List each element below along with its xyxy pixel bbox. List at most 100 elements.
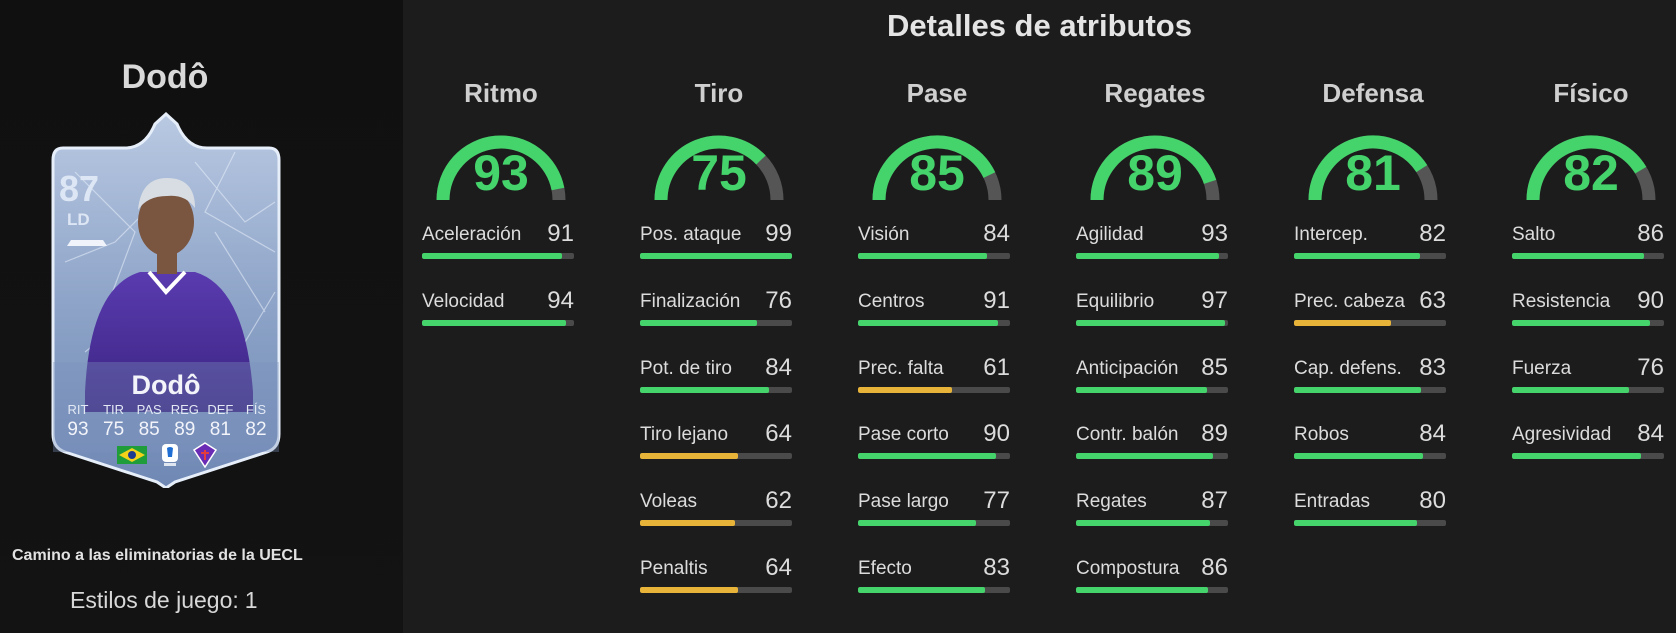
attribute-name: Cap. defens.	[1294, 357, 1402, 379]
attribute-bar-fill	[858, 253, 987, 259]
attribute-bar-fill	[1076, 386, 1207, 393]
attribute-value: 91	[547, 220, 574, 247]
attribute-name: Efecto	[858, 558, 912, 579]
attribute-name: Regates	[1076, 491, 1147, 513]
attribute-bar-fill	[640, 520, 736, 527]
card-rating: 87	[59, 168, 100, 209]
attribute-bar-fill	[1294, 386, 1422, 393]
player-card[interactable]: 87 LD Dodô RIT 93 TIR 75 PAS 85 REG 89 DEF 81…	[45, 112, 287, 488]
attribute-bar-fill	[640, 587, 739, 593]
attribute-column-shooting: Tiro 75 Pos. ataque 99 Finalización 76 Pot. de…	[639, 78, 799, 593]
card-badges	[117, 442, 217, 468]
attribute-row: Voleas 62	[639, 487, 799, 527]
attribute-value: 86	[1201, 554, 1228, 581]
card-stat: FÍS 82	[239, 402, 273, 441]
gauge-arc	[872, 135, 1002, 201]
attribute-bar	[422, 253, 574, 259]
attribute-bar	[1294, 319, 1446, 326]
category-gauge: 93	[421, 112, 581, 201]
playstyles-label: Estilos de juego:	[70, 587, 239, 613]
attribute-bar	[1512, 319, 1664, 326]
attribute-bar	[1076, 587, 1228, 593]
card-stat: TIR 75	[97, 402, 131, 441]
attribute-value: 63	[1419, 286, 1446, 314]
attribute-name: Agresividad	[1512, 424, 1612, 446]
attribute-bar-fill	[422, 253, 562, 259]
attribute-name: Tiro lejano	[640, 424, 729, 446]
card-stat-label: DEF	[207, 402, 234, 417]
card-stat-value: 89	[174, 419, 196, 440]
attribute-details-panel: Detalles de atributos Ritmo 93 Aceleración…	[403, 0, 1676, 633]
attribute-value: 77	[983, 487, 1010, 515]
gauge-arc	[1526, 135, 1656, 201]
attribute-bar	[1294, 253, 1446, 259]
attribute-bar-fill	[1512, 253, 1645, 259]
attribute-row: Intercep. 82	[1293, 220, 1453, 260]
category-gauge: 82	[1511, 112, 1671, 201]
attribute-value: 97	[1201, 286, 1228, 314]
card-stat-value: 81	[209, 419, 231, 440]
gauge-arc	[436, 135, 566, 201]
category-gauge: 81	[1293, 112, 1453, 201]
card-stat-label: RIT	[67, 402, 89, 417]
attribute-bar-fill	[640, 453, 739, 460]
attribute-name: Pase corto	[858, 424, 949, 446]
attribute-name: Entradas	[1294, 491, 1371, 513]
attribute-value: 90	[983, 420, 1010, 448]
attribute-name: Robos	[1294, 424, 1349, 446]
attribute-row: Pos. ataque 99	[639, 220, 799, 260]
attribute-bar	[858, 386, 1010, 393]
gauge-fill	[1090, 135, 1217, 201]
attribute-value: 62	[765, 487, 792, 515]
attribute-bar	[1512, 386, 1664, 393]
attribute-name: Equilibrio	[1076, 290, 1155, 312]
attribute-name: Finalización	[640, 290, 741, 312]
attribute-value: 94	[547, 286, 574, 314]
attribute-bar	[1294, 386, 1446, 393]
attribute-details-title: Detalles de atributos	[887, 8, 1192, 43]
attribute-name: Compostura	[1076, 558, 1180, 579]
category-rating: 81	[1345, 145, 1401, 201]
attribute-value: 64	[765, 420, 792, 448]
card-stat: PAS 85	[132, 402, 166, 441]
category-title: Regates	[1104, 78, 1206, 108]
category-gauge: 89	[1075, 112, 1235, 201]
category-title: Físico	[1553, 78, 1629, 108]
attribute-value: 84	[983, 220, 1010, 247]
attribute-name: Pot. de tiro	[640, 357, 732, 379]
card-stats: RIT 93 TIR 75 PAS 85 REG 89 DEF 81 FÍS 82	[61, 402, 273, 441]
attribute-bar	[640, 253, 792, 259]
category-title: Pase	[906, 78, 968, 108]
promo-name: Camino a las eliminatorias de la UECL	[12, 547, 303, 564]
attribute-bar	[640, 520, 792, 527]
attribute-row: Salto 86	[1511, 220, 1671, 260]
attribute-bar-fill	[1294, 520, 1417, 527]
attribute-name: Visión	[858, 224, 910, 245]
attribute-row: Pase corto 90	[857, 420, 1017, 460]
attribute-bar-fill	[858, 587, 986, 593]
attribute-column-dribbling: Regates 89 Agilidad 93 Equilibrio 97 Anticipac…	[1075, 78, 1235, 593]
gauge-arc	[1090, 135, 1220, 201]
attribute-value: 64	[765, 554, 792, 581]
attribute-bar-fill	[422, 319, 567, 326]
attribute-bar	[858, 253, 1010, 259]
attribute-bar-fill	[858, 453, 997, 460]
attribute-bar-fill	[1076, 253, 1219, 259]
attribute-value: 84	[1637, 420, 1664, 448]
attribute-name: Contr. balón	[1076, 424, 1179, 446]
attribute-bar-fill	[1512, 453, 1641, 460]
card-stat-label: REG	[170, 402, 199, 417]
attribute-bar	[1294, 520, 1446, 527]
attribute-name: Salto	[1512, 224, 1556, 245]
attribute-bar-fill	[640, 319, 757, 326]
attribute-value: 84	[765, 353, 792, 381]
attribute-bar-fill	[640, 386, 769, 393]
league-logo-icon	[162, 444, 178, 466]
player-name: Dodô	[121, 58, 209, 96]
attribute-row: Velocidad 94	[421, 287, 581, 327]
card-stat-label: TIR	[103, 402, 125, 417]
attribute-name: Aceleración	[422, 224, 522, 245]
attribute-row: Prec. falta 61	[857, 354, 1017, 394]
attribute-row: Compostura 86	[1075, 554, 1235, 594]
attribute-value: 91	[983, 286, 1010, 314]
